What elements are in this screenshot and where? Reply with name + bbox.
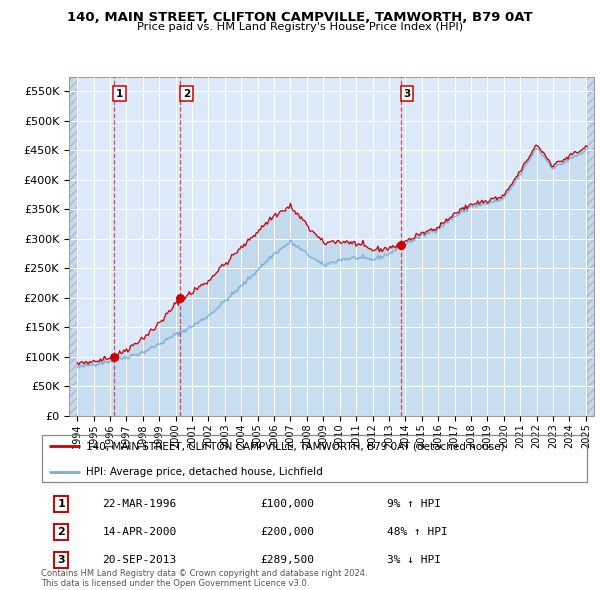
Text: 20-SEP-2013: 20-SEP-2013 xyxy=(103,555,177,565)
Bar xyxy=(69,77,77,416)
Text: £200,000: £200,000 xyxy=(260,527,314,537)
Text: 9% ↑ HPI: 9% ↑ HPI xyxy=(387,499,441,509)
Text: 3: 3 xyxy=(403,88,410,99)
Bar xyxy=(586,77,594,416)
Text: Contains HM Land Registry data © Crown copyright and database right 2024.
This d: Contains HM Land Registry data © Crown c… xyxy=(41,569,367,588)
Text: 22-MAR-1996: 22-MAR-1996 xyxy=(103,499,177,509)
Text: 14-APR-2000: 14-APR-2000 xyxy=(103,527,177,537)
Text: 2: 2 xyxy=(57,527,65,537)
Text: £289,500: £289,500 xyxy=(260,555,314,565)
Text: HPI: Average price, detached house, Lichfield: HPI: Average price, detached house, Lich… xyxy=(86,467,323,477)
Text: 3: 3 xyxy=(57,555,65,565)
Text: Price paid vs. HM Land Registry's House Price Index (HPI): Price paid vs. HM Land Registry's House … xyxy=(137,22,463,32)
Text: 2: 2 xyxy=(183,88,190,99)
Text: 1: 1 xyxy=(116,88,124,99)
Text: 1: 1 xyxy=(57,499,65,509)
Text: 3% ↓ HPI: 3% ↓ HPI xyxy=(387,555,441,565)
Text: 48% ↑ HPI: 48% ↑ HPI xyxy=(387,527,448,537)
Text: £100,000: £100,000 xyxy=(260,499,314,509)
Text: 140, MAIN STREET, CLIFTON CAMPVILLE, TAMWORTH, B79 0AT: 140, MAIN STREET, CLIFTON CAMPVILLE, TAM… xyxy=(67,11,533,24)
Text: 140, MAIN STREET, CLIFTON CAMPVILLE, TAMWORTH, B79 0AT (detached house): 140, MAIN STREET, CLIFTON CAMPVILLE, TAM… xyxy=(86,441,505,451)
